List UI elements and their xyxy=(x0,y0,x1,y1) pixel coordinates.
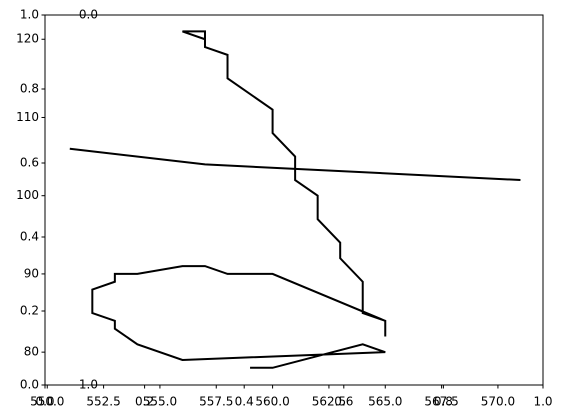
axes-frame xyxy=(44,14,544,386)
x-tick-label: 1.0 xyxy=(533,395,552,409)
x-tick-label: 0.2 xyxy=(135,395,154,409)
x-tick-label: 562.5 xyxy=(312,395,346,409)
y-tick-label: 0.2 xyxy=(20,304,39,318)
x-tick-label: 0.8 xyxy=(434,395,453,409)
y-tick-label: 80 xyxy=(24,345,39,359)
y-tick-label: 120 xyxy=(16,32,39,46)
x-tick-label: 565.0 xyxy=(368,395,402,409)
x-tick-label: 0.4 xyxy=(235,395,254,409)
x-tick-label: 570.0 xyxy=(481,395,515,409)
y-tick-label: 90 xyxy=(24,266,39,280)
x-tick-label: 0.6 xyxy=(334,395,353,409)
y-tick-label: 1.0 xyxy=(20,8,39,22)
y-tick-label: 0.0 xyxy=(20,378,39,392)
x-tick-label: 557.5 xyxy=(199,395,233,409)
y-tick-label: 110 xyxy=(16,110,39,124)
x-tick-label: 552.5 xyxy=(86,395,120,409)
y-tick-label: 0.6 xyxy=(20,156,39,170)
y-tick-label: 0.4 xyxy=(20,230,39,244)
x-tick-label: 0.0 xyxy=(35,395,54,409)
x-tick-label: 550.0 xyxy=(30,395,64,409)
data-line xyxy=(91,30,387,369)
y-tick-label: 1.0 xyxy=(79,378,98,392)
x-tick-label: 560.0 xyxy=(255,395,289,409)
x-tick-label: 555.0 xyxy=(143,395,177,409)
data-line xyxy=(69,147,521,182)
x-tick-label: 567.5 xyxy=(424,395,458,409)
y-tick-label: 0.8 xyxy=(20,82,39,96)
y-tick-label: 0.0 xyxy=(79,8,98,22)
y-tick-label: 100 xyxy=(16,188,39,202)
